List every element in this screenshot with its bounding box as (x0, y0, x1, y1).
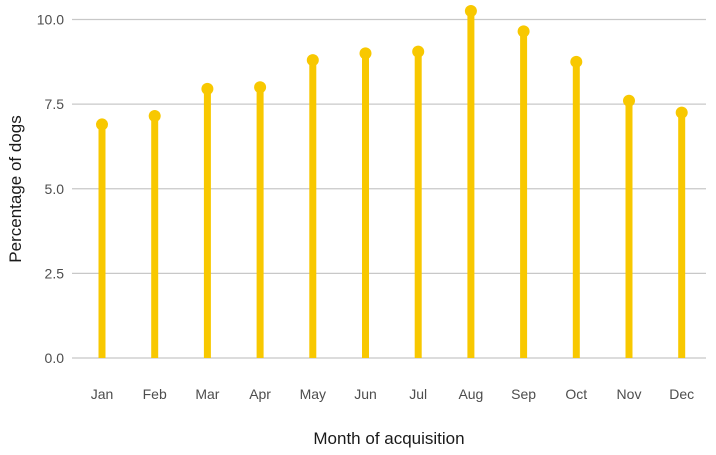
x-tick-label-apr: Apr (249, 386, 271, 402)
x-tick-label-dec: Dec (669, 386, 694, 402)
x-tick-label-jun: Jun (354, 386, 377, 402)
lollipop-point-may (306, 54, 319, 67)
x-tick-label-may: May (300, 386, 326, 402)
lollipop-point-jun (359, 47, 372, 60)
x-tick-label-sep: Sep (511, 386, 536, 402)
lollipop-point-oct (570, 55, 583, 68)
x-tick-label-jul: Jul (409, 386, 427, 402)
data-marks (96, 5, 688, 358)
lollipop-point-dec (675, 106, 688, 119)
x-tick-label-feb: Feb (143, 386, 167, 402)
y-tick-label: 2.5 (45, 265, 65, 281)
lollipop-point-mar (201, 82, 214, 95)
y-tick-label: 5.0 (45, 181, 65, 197)
x-tick-label-jan: Jan (91, 386, 114, 402)
lollipop-point-aug (464, 5, 477, 18)
lollipop-point-nov (623, 94, 635, 107)
x-tick-label-aug: Aug (458, 386, 483, 402)
y-tick-labels: 0.0 2.5 5.0 7.5 10.0 (37, 12, 64, 367)
lollipop-point-jul (412, 45, 425, 58)
y-axis-title: Percentage of dogs (6, 115, 25, 262)
x-tick-label-mar: Mar (195, 386, 219, 402)
x-tick-labels: Jan Feb Mar Apr May Jun Jul Aug Sep Oct Nov Dec (91, 386, 694, 402)
y-grid-lines (72, 18, 706, 359)
lollipop-point-feb (148, 109, 161, 122)
lollipop-point-jan (96, 118, 108, 131)
lollipop-point-sep (517, 25, 530, 38)
y-tick-label: 7.5 (45, 96, 65, 112)
x-tick-label-nov: Nov (617, 386, 642, 402)
y-tick-label: 0.0 (45, 350, 65, 366)
lollipop-point-apr (254, 81, 267, 94)
x-tick-label-oct: Oct (565, 386, 587, 402)
y-tick-label: 10.0 (37, 12, 64, 28)
x-axis-title: Month of acquisition (313, 429, 464, 448)
